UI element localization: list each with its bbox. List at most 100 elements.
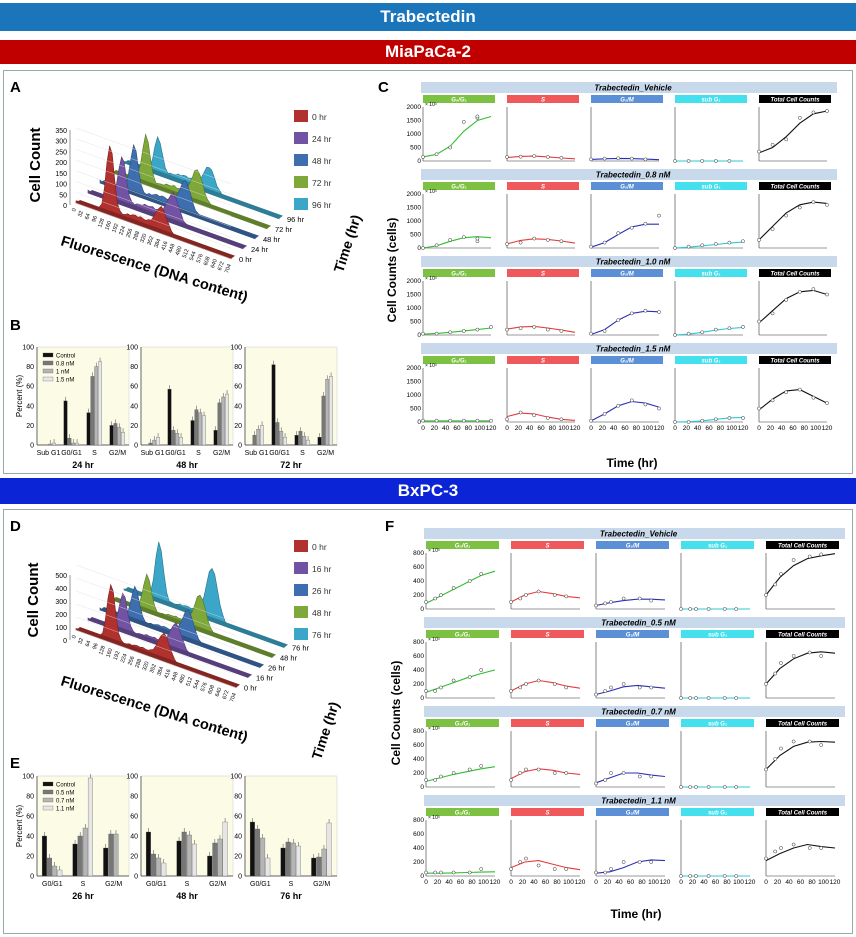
grid-y-tick-label: 2000 [407, 191, 422, 198]
phase-header [511, 808, 584, 816]
bar-y-tick-label: 0 [134, 443, 138, 450]
data-point [461, 235, 466, 240]
data-point [643, 308, 648, 313]
data-point [479, 764, 484, 768]
data-point [475, 327, 480, 332]
data-point [706, 607, 711, 611]
bar-mark [87, 777, 93, 877]
data-point [545, 155, 550, 159]
phase-header-label: S [545, 722, 549, 728]
grid-x-tick-label: 40 [700, 879, 708, 886]
data-point [552, 771, 557, 775]
y-axis-label: Cell Count [27, 128, 44, 203]
data-point [779, 661, 783, 665]
gridline [75, 564, 237, 623]
gridline [75, 127, 232, 184]
bar-mark [75, 442, 79, 446]
x-tick-label: 96 [91, 215, 99, 223]
z-axis-label: Time (hr) [308, 700, 342, 762]
data-point [489, 418, 493, 423]
grid-y-tick-label: 500 [410, 232, 421, 239]
data-point [461, 418, 466, 423]
bar-mark [217, 838, 223, 877]
bar-y-tick-label: 40 [234, 403, 242, 410]
data-point [552, 682, 557, 686]
bar-mark [252, 435, 257, 446]
bar-category-label: G2/M [313, 881, 330, 888]
fit-curve [422, 327, 492, 335]
data-point [594, 603, 598, 608]
grid-x-tick-label: 100 [726, 425, 737, 432]
row-title: Trabectedin_0.5 nM [601, 619, 676, 628]
phase-header [423, 95, 495, 103]
grid-x-tick-label: 80 [549, 425, 557, 432]
data-point [524, 682, 528, 686]
x-tick-label: 480 [175, 246, 184, 257]
bar-category-label: G0/G1 [146, 881, 167, 888]
multiplier-label: × 10³ [425, 276, 437, 282]
grid-x-tick-label: 20 [774, 879, 782, 886]
z-tick-label: 24 hr [251, 245, 269, 254]
legend-swatch [294, 132, 308, 144]
bar-mark [317, 437, 322, 446]
data-point [649, 774, 654, 779]
phase-header [766, 808, 839, 816]
grid-x-tick-label: 20 [519, 879, 527, 886]
phase-header [591, 269, 663, 277]
phase-header-label: sub G₁ [701, 272, 720, 278]
data-point [779, 572, 783, 576]
grid-y-tick-label: 2000 [407, 278, 422, 285]
data-point [784, 298, 789, 302]
grid-x-tick-label: 60 [797, 879, 805, 886]
data-point [706, 696, 711, 700]
grid-x-tick-label: 100 [648, 879, 659, 886]
gridline [75, 616, 237, 675]
data-point [734, 696, 739, 700]
data-point [673, 333, 677, 337]
bar-mark [298, 431, 303, 446]
data-point [559, 417, 564, 422]
data-point [434, 418, 439, 423]
grid-x-tick-label: 100 [474, 425, 485, 432]
bar-mark [213, 430, 218, 446]
grid-y-tick-label: 1000 [407, 392, 422, 399]
data-point [509, 867, 513, 871]
bar-y-tick-label: 100 [126, 774, 138, 781]
bar-chart-e: 0 20 40 60 80 100 G0/G1 S G2/M 26 hr 0 20 40 60 80 100 G… [15, 774, 338, 901]
bar-group-title: 24 hr [72, 460, 94, 470]
y-tick-label: 350 [55, 128, 67, 135]
phase-header-label: Total Cell Counts [778, 544, 828, 550]
data-point [509, 600, 513, 604]
phase-header-label: G₂/M [620, 185, 635, 191]
bar-legend-label: 0.7 nM [56, 799, 74, 805]
phase-header [423, 356, 495, 364]
z-tick-label: 16 hr [256, 674, 274, 683]
data-point [825, 109, 829, 113]
data-point [764, 593, 768, 597]
phase-header [507, 269, 579, 277]
x-tick-label: 512 [182, 248, 191, 259]
row-title-bar [421, 343, 837, 354]
bar-category-label: G0/G1 [165, 450, 186, 457]
bar-group-title: 48 hr [176, 460, 198, 470]
bar-y-axis-label: Percent (%) [15, 805, 24, 848]
data-point [764, 682, 768, 686]
bar-mark [325, 379, 330, 446]
bar-category-label: S [289, 881, 294, 888]
phase-header [759, 95, 831, 103]
bar-mark [151, 853, 156, 877]
data-point [679, 607, 683, 611]
grid-y-tick-label: 400 [413, 845, 424, 852]
phase-header-label: S [545, 633, 549, 639]
data-point [616, 231, 621, 235]
bar-group-title: 48 hr [176, 891, 198, 901]
data-point [479, 867, 484, 871]
bar-mark [194, 409, 199, 446]
bar-mark [176, 840, 182, 877]
bar-mark [161, 862, 167, 877]
phase-header [596, 541, 669, 549]
gridline [75, 192, 232, 249]
data-point [706, 785, 711, 789]
phase-header [426, 630, 499, 638]
data-point [505, 242, 509, 246]
